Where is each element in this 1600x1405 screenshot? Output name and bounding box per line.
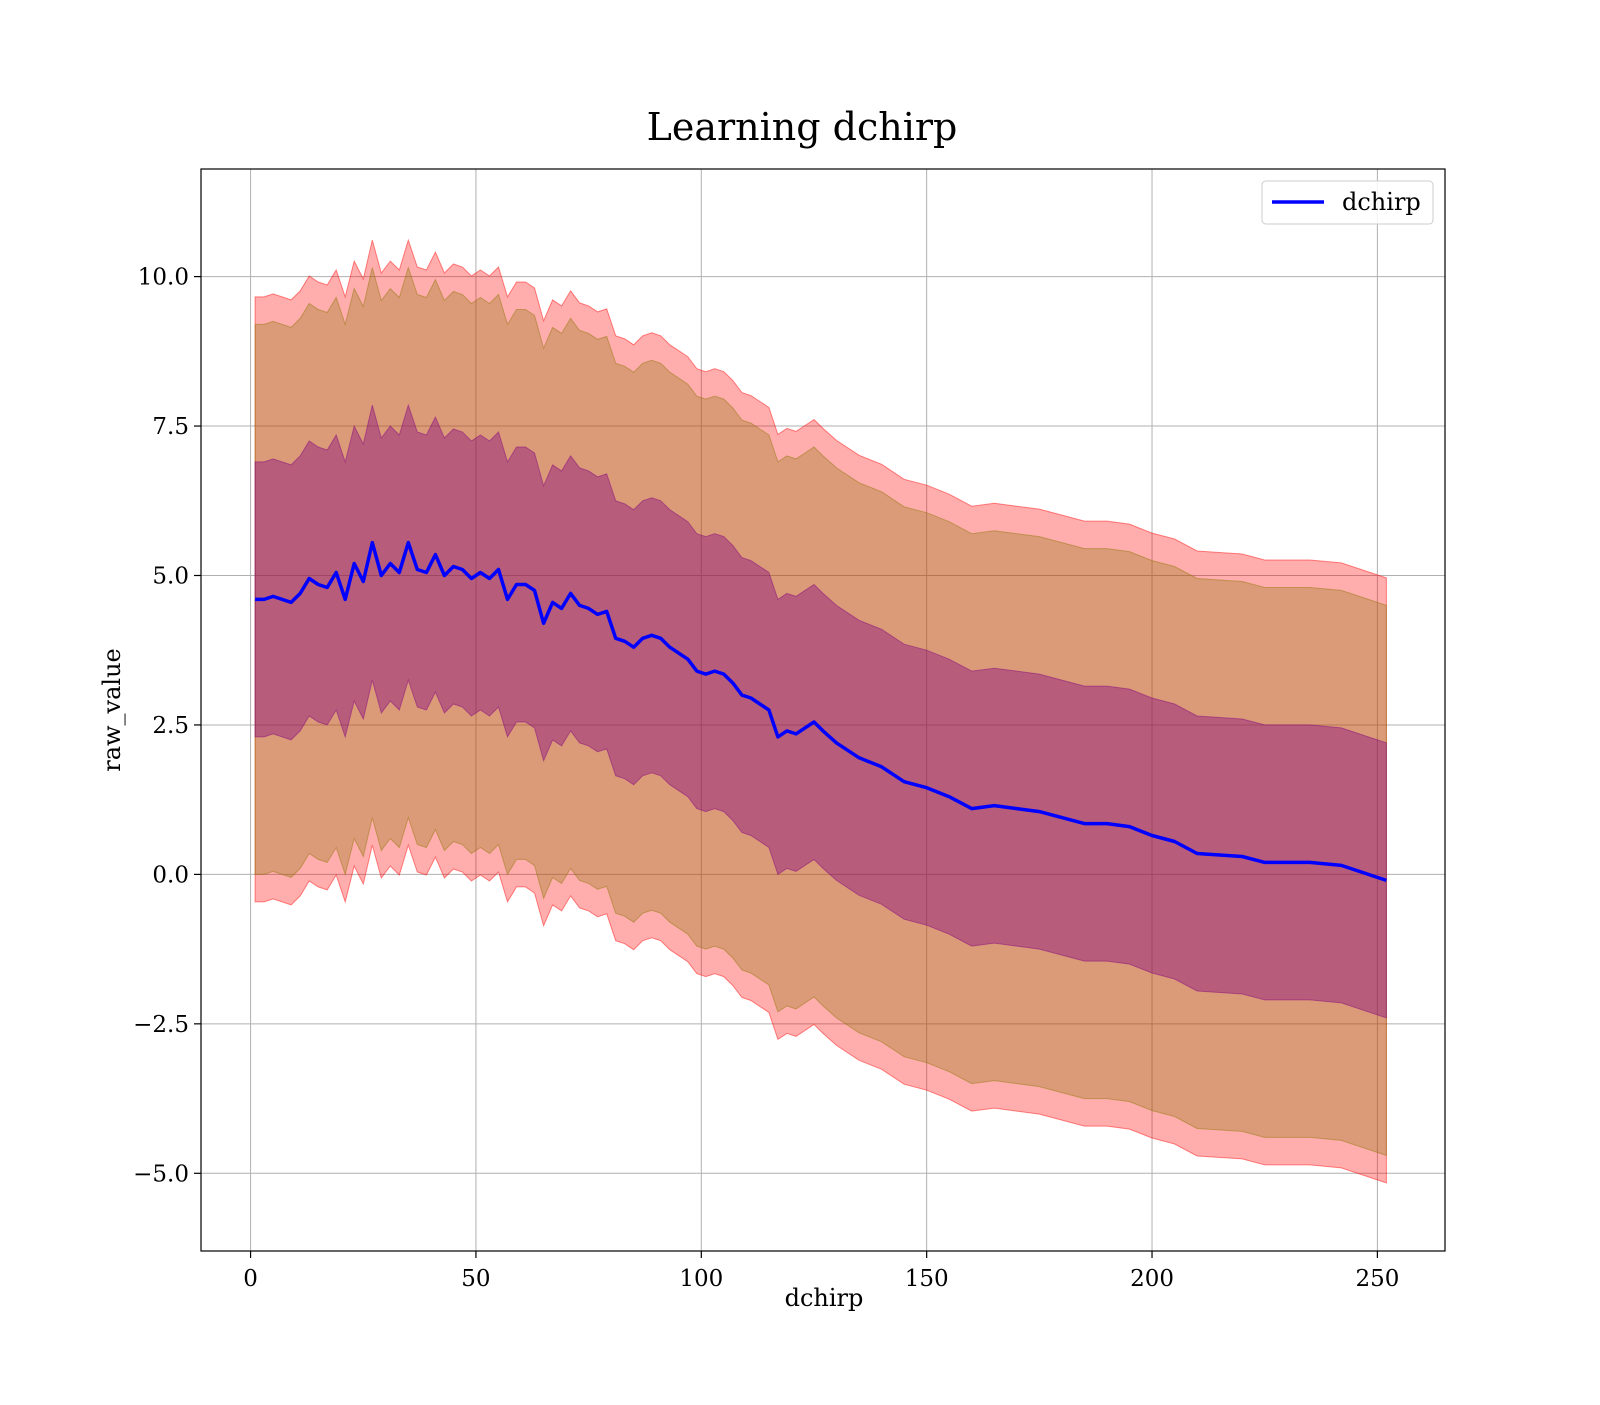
x-axis-label: dchirp (785, 1284, 864, 1312)
x-tick-label: 150 (905, 1266, 949, 1292)
y-tick-label: −5.0 (133, 1161, 189, 1187)
legend-label: dchirp (1342, 188, 1421, 216)
x-tick-label: 50 (461, 1266, 490, 1292)
band-middle (254, 265, 1387, 1157)
y-tick-label: 10.0 (138, 265, 189, 291)
plot-frame (200, 168, 1446, 1252)
x-axis-ticks: 0 50 100 150 200 250 (243, 1251, 1399, 1292)
y-tick-label: 5.0 (152, 563, 189, 589)
mean-line (255, 540, 1387, 883)
legend-box (1261, 180, 1434, 225)
x-tick-label: 100 (679, 1266, 723, 1292)
y-tick-label: 7.5 (152, 414, 189, 440)
mean-line-layer (255, 540, 1387, 883)
legend: dchirp (1261, 180, 1434, 225)
grid (201, 169, 1445, 1251)
y-tick-label: −2.5 (133, 1012, 189, 1038)
y-axis-ticks: −5.0 −2.5 0.0 2.5 5.0 7.5 10.0 (133, 265, 201, 1187)
y-tick-label: 2.5 (152, 713, 189, 739)
x-tick-label: 200 (1130, 1266, 1174, 1292)
chart-title: Learning dchirp (647, 105, 958, 149)
band-outer (254, 238, 1387, 1184)
x-tick-label: 250 (1355, 1266, 1399, 1292)
x-tick-label: 0 (243, 1266, 258, 1292)
y-tick-label: 0.0 (152, 862, 189, 888)
std-bands (254, 238, 1387, 1184)
y-axis-label: raw_value (98, 648, 126, 772)
band-inner (254, 403, 1387, 1019)
